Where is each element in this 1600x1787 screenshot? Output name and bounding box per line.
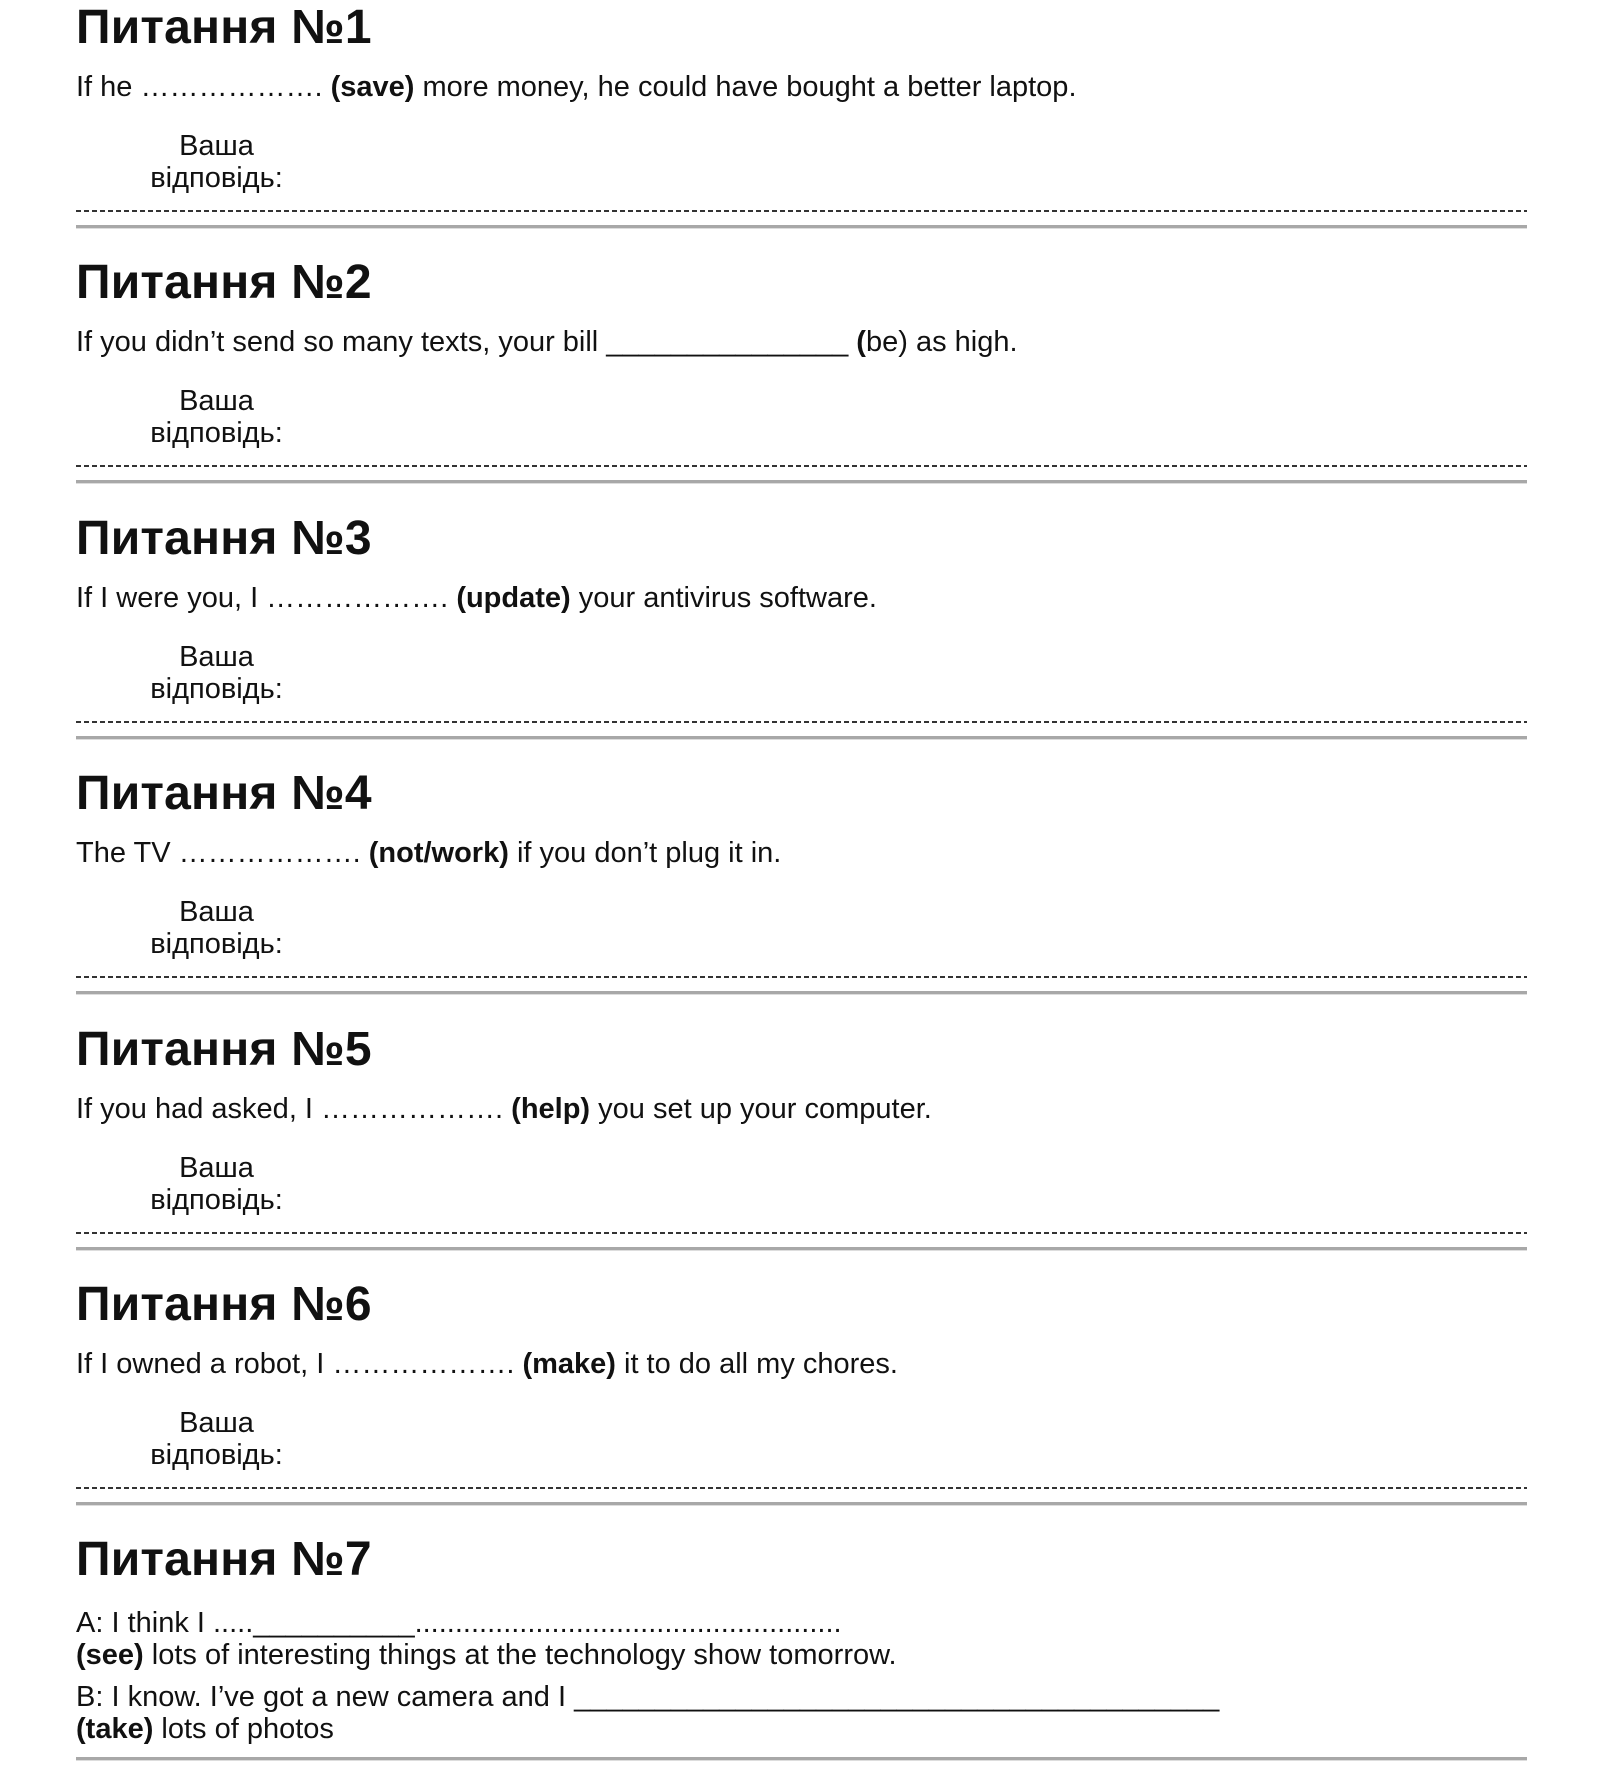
section-divider (76, 480, 1527, 485)
question-3: Питання №3 If I were you, I ………………. (upda… (76, 511, 1527, 766)
answer-label-line2: відповідь: (150, 417, 283, 450)
answer-dashed-line (76, 1231, 1527, 1234)
verb-hint: (make) (522, 1348, 616, 1380)
question-title: Питання №4 (76, 767, 372, 821)
question-text: The TV ………………. (not/work) if you don’t p… (76, 836, 781, 870)
question-title: Питання №1 (76, 1, 372, 54)
question-4: Питання №4 The TV ………………. (not/work) if y… (76, 766, 1527, 1021)
answer-label-line1: Ваша (179, 385, 254, 418)
answer-field[interactable]: Ваша відповідь: (134, 1407, 299, 1471)
answer-field[interactable]: Ваша відповідь: (134, 896, 299, 960)
question-5: Питання №5 If you had asked, I ………………. (h… (76, 1022, 1527, 1277)
verb-hint: (take) (76, 1713, 154, 1746)
section-divider (76, 1757, 1527, 1762)
text-part: lots of photos (153, 1713, 334, 1746)
answer-field[interactable]: Ваша відповідь: (134, 385, 299, 449)
verb-hint: (help) (511, 1092, 591, 1125)
section-divider (76, 1502, 1527, 1506)
dialogue-line: A: I think I .....__________............… (76, 1607, 842, 1639)
question-text: If you had asked, I ………………. (help) you s… (76, 1092, 932, 1126)
text-part: if you don’t plug it in. (508, 837, 782, 870)
answer-field[interactable]: Ваша відповідь: (134, 130, 299, 194)
verb-hint: (see) (76, 1639, 144, 1672)
answer-dashed-line (76, 720, 1527, 723)
text-part: If I owned a robot, I ………………. (76, 1348, 523, 1380)
text-part: your antivirus software. (570, 581, 877, 614)
text-part: lots of interesting things at the techno… (143, 1639, 897, 1672)
text-part: more money, he could have bought a bette… (414, 71, 1077, 103)
answer-label-line2: відповідь: (150, 928, 283, 961)
text-part: If you didn’t send so many texts, your b… (76, 326, 857, 359)
section-divider (76, 991, 1527, 996)
verb-hint: (save) (330, 71, 415, 103)
answer-label-line1: Ваша (179, 1151, 254, 1184)
answer-label-line2: відповідь: (150, 1183, 283, 1216)
question-title: Питання №6 (76, 1278, 372, 1331)
dialogue-line: (take) lots of photos (76, 1713, 334, 1745)
answer-label-line2: відповідь: (150, 1439, 283, 1471)
text-part: The TV ………………. (76, 837, 369, 870)
answer-dashed-line (76, 976, 1527, 979)
section-divider (76, 1246, 1527, 1251)
section-divider (76, 735, 1527, 740)
dialogue-line: B: I know. I’ve got a new camera and I _… (76, 1681, 1219, 1713)
question-title: Питання №7 (76, 1533, 372, 1587)
question-text: If he ………………. (save) more money, he coul… (76, 70, 1077, 104)
dialogue-line: (see) lots of interesting things at the … (76, 1639, 897, 1671)
question-title: Питання №2 (76, 256, 372, 310)
question-title: Питання №3 (76, 511, 372, 565)
text-part: If you had asked, I ………………. (76, 1092, 512, 1125)
question-7: Питання №7 A: I think I .....__________..… (76, 1532, 1527, 1787)
answer-dashed-line (76, 1487, 1527, 1489)
question-6: Питання №6 If I owned a robot, I ………………. … (76, 1277, 1527, 1532)
text-part: If he ………………. (76, 71, 331, 103)
answer-field[interactable]: Ваша відповідь: (134, 1152, 299, 1216)
question-text: If I owned a robot, I ………………. (make) it … (76, 1347, 898, 1381)
verb-hint: ( (856, 326, 866, 359)
text-part: it to do all my chores. (615, 1348, 898, 1380)
text-part: If I were you, I ………………. (76, 581, 457, 614)
text-part: A: I think I .....__________............… (76, 1607, 842, 1640)
answer-dashed-line (76, 210, 1527, 212)
question-text: If you didn’t send so many texts, your b… (76, 325, 1018, 359)
question-2: Питання №2 If you didn’t send so many tex… (76, 255, 1527, 510)
answer-field[interactable]: Ваша відповідь: (134, 641, 299, 705)
answer-label-line1: Ваша (179, 130, 254, 162)
question-1: Питання №1 If he ………………. (save) more mone… (76, 0, 1527, 255)
text-part: you set up your computer. (590, 1092, 932, 1125)
text-part: be) as high. (865, 326, 1018, 359)
answer-label-line1: Ваша (179, 640, 254, 673)
verb-hint: (not/work) (368, 837, 509, 870)
question-text: If I were you, I ………………. (update) your a… (76, 581, 877, 615)
section-divider (76, 225, 1527, 229)
question-title: Питання №5 (76, 1022, 372, 1076)
answer-label-line2: відповідь: (150, 162, 283, 194)
text-part: B: I know. I’ve got a new camera and I _… (76, 1681, 1220, 1714)
answer-label-line2: відповідь: (150, 672, 283, 705)
answer-dashed-line (76, 465, 1527, 468)
answer-label-line1: Ваша (179, 896, 254, 929)
answer-label-line1: Ваша (179, 1407, 254, 1439)
verb-hint: (update) (456, 581, 571, 614)
